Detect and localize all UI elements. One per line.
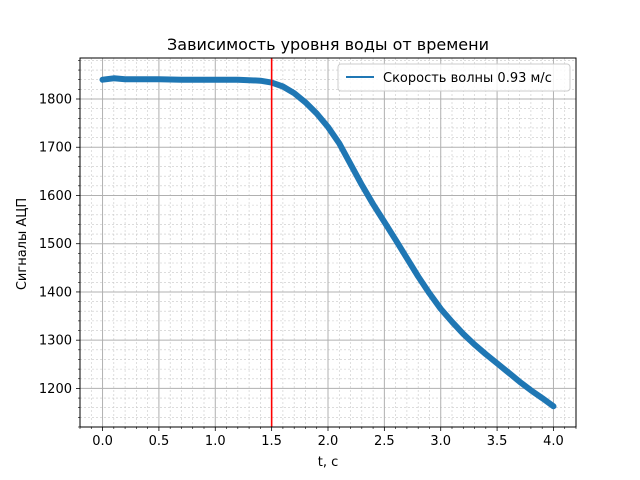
y-axis-label: Сигналы АЦП: [15, 198, 30, 290]
x-tick-label: 2.0: [318, 434, 339, 449]
legend: Скорость волны 0.93 м/с: [337, 63, 571, 92]
series-line: [99, 75, 557, 410]
y-tick-label: 1500: [39, 237, 72, 252]
y-tick-label: 1700: [39, 141, 72, 156]
x-tick-label: 1.5: [261, 434, 282, 449]
x-axis-label: t, c: [318, 455, 339, 470]
y-tick-label: 1800: [39, 93, 72, 108]
x-tick-label: 3.0: [430, 434, 451, 449]
x-tick-label: 4.0: [543, 434, 564, 449]
chart-title: Зависимость уровня воды от времени: [167, 35, 489, 54]
legend-box: [337, 63, 571, 92]
x-tick-label: 2.5: [374, 434, 395, 449]
y-tick-label: 1300: [39, 334, 72, 349]
y-tick-label: 1600: [39, 189, 72, 204]
y-axis: 1200 1300 1400 1500 1600 1700 1800: [39, 60, 80, 428]
x-axis: 0.0 0.5 1.0 1.5 2.0 2.5 3.0 3.5 4.0: [79, 427, 577, 449]
y-tick-label: 1400: [39, 285, 72, 300]
x-tick-label: 3.5: [487, 434, 508, 449]
x-tick-label: 0.5: [149, 434, 170, 449]
y-tick-label: 1200: [39, 382, 72, 397]
x-tick-label: 1.0: [205, 434, 226, 449]
legend-label: Скорость волны 0.93 м/с: [383, 71, 552, 86]
series-layer: [99, 75, 557, 410]
x-tick-label: 0.0: [92, 434, 113, 449]
